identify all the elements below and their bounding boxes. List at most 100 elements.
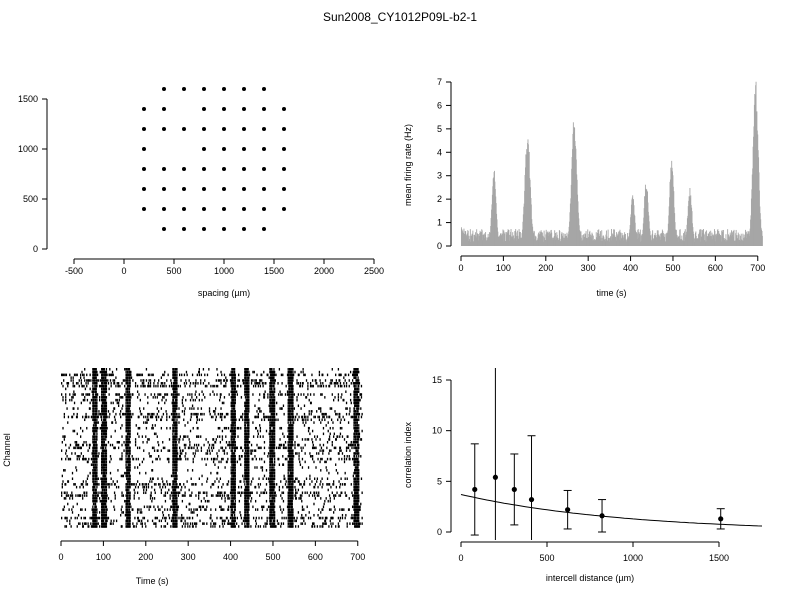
spike <box>162 396 164 399</box>
spike <box>174 477 176 480</box>
spike <box>354 435 357 438</box>
spike <box>352 474 354 478</box>
spike <box>290 376 293 379</box>
spike <box>129 457 131 461</box>
spike <box>321 412 323 416</box>
spike <box>126 398 129 402</box>
spike <box>321 449 323 452</box>
spike <box>94 407 97 410</box>
spike <box>113 382 116 385</box>
spike <box>238 373 240 377</box>
spike <box>290 376 292 379</box>
spike <box>254 449 257 452</box>
spike <box>294 443 296 447</box>
spike <box>105 424 108 427</box>
spike <box>225 460 228 464</box>
spike <box>94 396 97 399</box>
spike <box>98 412 100 416</box>
spike <box>82 393 85 396</box>
spike <box>153 412 155 416</box>
spike <box>221 412 224 416</box>
spike <box>219 398 221 402</box>
spike <box>139 446 141 450</box>
spike <box>86 384 88 388</box>
spike <box>346 407 348 410</box>
spike <box>308 410 310 413</box>
spike <box>209 393 211 396</box>
spike <box>103 373 106 377</box>
spike <box>313 393 315 396</box>
spike <box>176 443 178 447</box>
spike <box>337 418 339 422</box>
spike <box>208 446 210 450</box>
spike <box>105 466 107 469</box>
spike <box>96 446 98 450</box>
spike <box>302 370 304 374</box>
spike <box>356 432 358 436</box>
spike <box>151 480 153 483</box>
spike <box>272 440 274 444</box>
spike <box>93 429 95 433</box>
spike <box>271 455 274 458</box>
spike <box>183 418 185 422</box>
spike <box>264 390 266 393</box>
spike <box>357 438 359 441</box>
electrode-point <box>242 147 246 151</box>
spike <box>291 429 293 433</box>
spike <box>261 466 264 469</box>
spike <box>244 435 246 438</box>
spike <box>231 368 233 371</box>
spike <box>271 438 273 441</box>
spike <box>240 485 243 489</box>
spike <box>175 457 177 461</box>
spike <box>339 421 342 424</box>
spike <box>126 491 128 495</box>
spike <box>358 384 360 388</box>
spike <box>215 415 217 419</box>
spike <box>358 412 360 416</box>
spike <box>301 415 304 419</box>
spike <box>129 382 131 385</box>
spike <box>272 376 274 379</box>
spike <box>172 471 174 475</box>
spike <box>151 424 154 427</box>
spike <box>144 483 146 486</box>
spike <box>290 483 293 486</box>
spike <box>215 384 217 388</box>
spike <box>357 398 359 402</box>
spike <box>172 415 175 419</box>
spike <box>270 384 272 388</box>
spike <box>96 401 98 405</box>
spike <box>311 410 313 413</box>
spike <box>146 418 148 422</box>
spike <box>263 440 266 444</box>
spike <box>175 387 177 391</box>
spike <box>172 424 174 427</box>
spike <box>96 477 98 480</box>
spike <box>279 407 281 410</box>
spike <box>303 404 306 408</box>
spike <box>310 412 312 416</box>
spike <box>235 446 237 450</box>
spike <box>105 384 108 388</box>
spike <box>129 474 131 478</box>
spike <box>173 457 175 461</box>
spike <box>105 404 107 408</box>
spike <box>231 457 234 461</box>
spike <box>105 401 108 405</box>
spike <box>181 401 184 405</box>
spike <box>254 415 257 419</box>
x-tick-label: 0 <box>458 263 463 273</box>
spike <box>356 393 359 396</box>
spike <box>244 424 246 427</box>
spike <box>93 418 95 422</box>
spike <box>197 412 199 416</box>
spike <box>101 491 103 495</box>
spike <box>160 418 163 422</box>
spike <box>174 469 177 472</box>
spike <box>220 407 222 410</box>
spike <box>289 443 291 447</box>
spike <box>273 368 275 371</box>
spike <box>214 440 216 444</box>
spike <box>354 404 357 408</box>
